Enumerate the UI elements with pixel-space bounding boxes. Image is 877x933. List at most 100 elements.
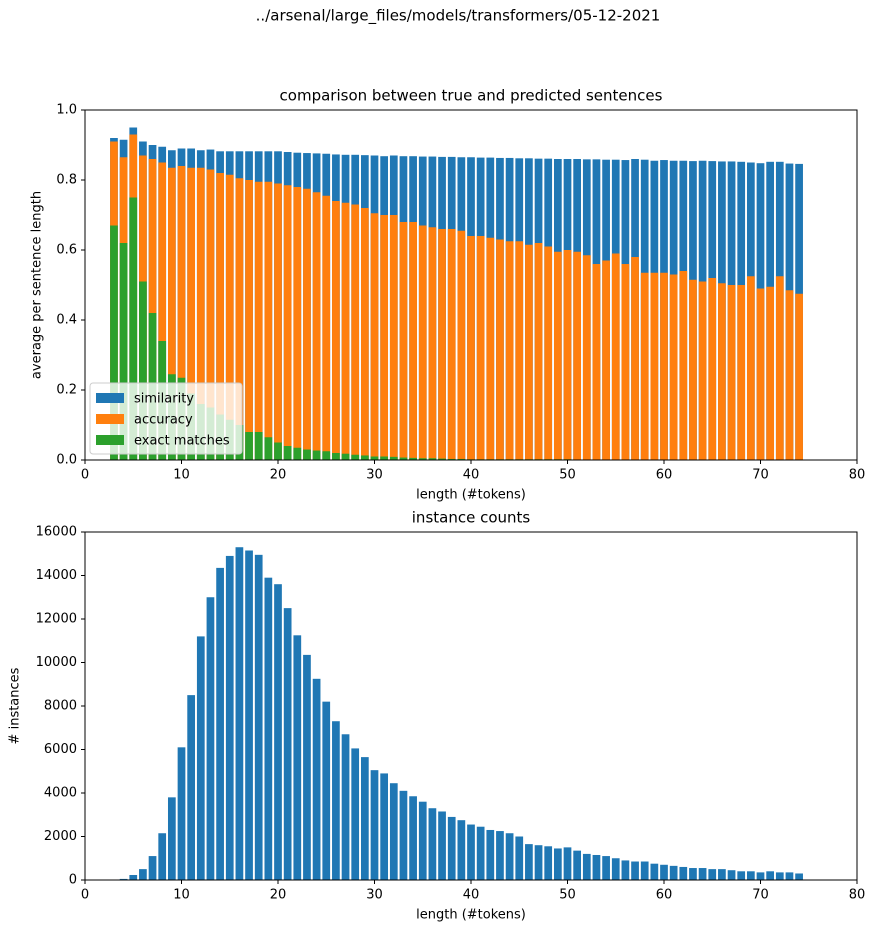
bar — [341, 202, 350, 460]
x-tick-label: 0 — [81, 888, 89, 903]
x-tick-label: 50 — [559, 468, 576, 483]
bar — [409, 457, 417, 460]
bar — [544, 846, 553, 880]
bar — [611, 253, 620, 460]
x-tick-label: 20 — [270, 888, 287, 903]
bar — [418, 801, 427, 880]
bar — [708, 869, 717, 880]
bar — [698, 281, 707, 460]
bar — [245, 180, 253, 460]
bar — [370, 456, 379, 460]
bar — [592, 264, 601, 460]
bar — [795, 873, 803, 880]
bar — [283, 185, 292, 460]
bar — [293, 635, 302, 880]
bar — [389, 783, 398, 880]
bar — [476, 236, 485, 460]
bar — [727, 285, 736, 460]
bar — [293, 187, 302, 460]
bar — [322, 195, 331, 460]
bar — [380, 215, 389, 460]
bar — [640, 861, 649, 880]
bar — [409, 222, 417, 460]
bar — [389, 456, 398, 460]
bar — [602, 260, 610, 460]
bar — [254, 554, 263, 880]
bar — [795, 293, 803, 460]
y-tick-label: 0.4 — [56, 313, 77, 328]
bar — [264, 181, 273, 460]
bar — [129, 197, 138, 460]
legend-swatch — [96, 435, 124, 445]
bar — [206, 169, 215, 460]
bar — [177, 166, 186, 460]
bar — [110, 225, 118, 460]
bar — [360, 208, 369, 460]
bar — [486, 237, 495, 460]
bar — [496, 239, 504, 460]
bar — [785, 872, 794, 880]
bar — [660, 272, 668, 460]
x-tick-label: 0 — [81, 468, 89, 483]
bar — [264, 577, 273, 880]
bar — [283, 446, 292, 460]
bar — [235, 178, 244, 460]
bar — [438, 229, 446, 460]
bar — [351, 454, 360, 460]
bar — [380, 773, 389, 880]
x-tick-label: 30 — [366, 468, 383, 483]
x-tick-label: 70 — [752, 888, 769, 903]
y-axis-label: average per sentence length — [30, 191, 45, 379]
bar — [621, 860, 630, 880]
bar — [399, 222, 408, 460]
bar — [525, 244, 533, 460]
bar — [158, 162, 167, 460]
y-axis-label: # instances — [8, 667, 23, 744]
legend-swatch — [96, 393, 124, 403]
bar — [245, 550, 253, 880]
bar — [766, 871, 775, 880]
y-tick-label: 16000 — [36, 525, 77, 540]
bar — [351, 748, 360, 880]
bar — [303, 654, 311, 880]
bar — [505, 833, 514, 880]
bar — [689, 279, 697, 460]
bar — [737, 285, 746, 460]
bar — [457, 230, 466, 460]
bar — [573, 850, 582, 880]
bar — [341, 453, 350, 460]
bar — [447, 229, 456, 460]
bar — [206, 597, 215, 880]
bar — [631, 257, 639, 460]
bar — [669, 274, 678, 460]
bar — [775, 276, 784, 460]
bar — [418, 458, 427, 460]
bar — [360, 455, 369, 460]
bar — [225, 555, 234, 880]
x-tick-label: 50 — [559, 888, 576, 903]
bar — [139, 869, 147, 880]
bar — [187, 695, 196, 880]
bar — [177, 747, 186, 880]
bar — [312, 192, 321, 460]
bar — [235, 547, 244, 880]
bar — [303, 449, 311, 460]
bar — [370, 770, 379, 880]
bar — [332, 201, 340, 460]
bar — [689, 868, 697, 880]
bar — [264, 437, 273, 460]
bar — [216, 173, 224, 460]
bar — [148, 856, 157, 880]
bar — [283, 608, 292, 880]
bar — [766, 286, 775, 460]
y-tick-label: 0.8 — [56, 173, 77, 188]
bar — [467, 236, 475, 460]
bar — [775, 872, 784, 880]
y-tick-label: 0.2 — [56, 383, 77, 398]
bar — [611, 858, 620, 880]
bar — [679, 866, 688, 880]
bar — [563, 250, 572, 460]
bar — [399, 457, 408, 460]
bar — [650, 863, 659, 880]
chart-title: comparison between true and predicted se… — [280, 87, 663, 105]
